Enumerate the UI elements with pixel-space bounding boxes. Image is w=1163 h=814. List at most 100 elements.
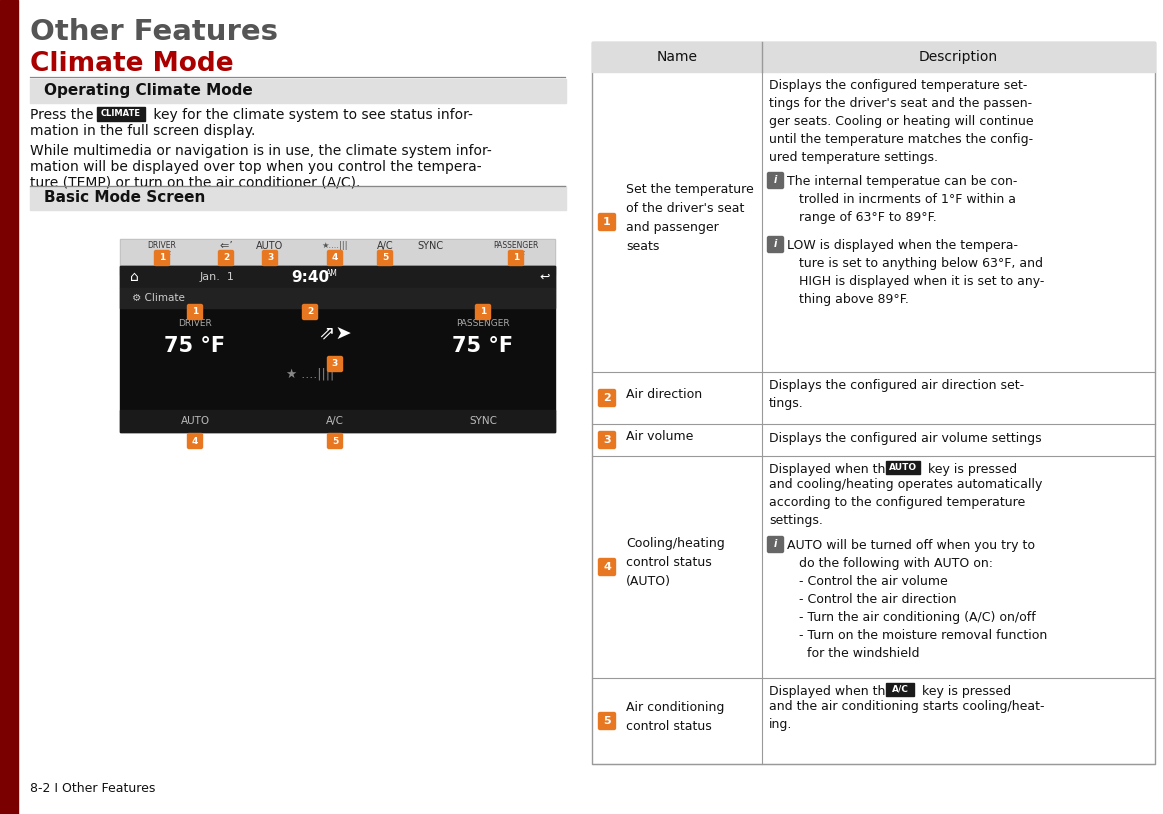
FancyBboxPatch shape	[328, 357, 342, 371]
Text: ⇐’⁠: ⇐’⁠	[220, 241, 233, 251]
Text: 1: 1	[513, 253, 519, 262]
Bar	[30, 186, 566, 210]
Bar	[120, 239, 555, 275]
Text: 5: 5	[381, 253, 388, 262]
Text: 2: 2	[307, 308, 313, 317]
Text: AUTO will be turned off when you try to
   do the following with AUTO on:
   - C: AUTO will be turned off when you try to …	[787, 539, 1047, 660]
Text: DRIVER: DRIVER	[178, 320, 212, 329]
FancyBboxPatch shape	[187, 434, 202, 449]
Text: Displayed when the: Displayed when the	[769, 685, 893, 698]
Bar	[97, 107, 145, 121]
Text: AM: AM	[326, 269, 338, 278]
Text: 5: 5	[604, 716, 611, 726]
Text: key is pressed: key is pressed	[923, 463, 1018, 476]
Text: Displays the configured air direction set-
tings.: Displays the configured air direction se…	[769, 379, 1025, 410]
Text: Air volume: Air volume	[626, 430, 693, 443]
Bar	[120, 266, 555, 432]
Text: Air conditioning
control status: Air conditioning control status	[626, 701, 725, 733]
Text: SYNC: SYNC	[418, 241, 443, 251]
Text: ★....|||: ★....|||	[322, 241, 348, 250]
Bar	[30, 79, 566, 103]
Text: 2: 2	[223, 253, 229, 262]
Text: Displays the configured air volume settings: Displays the configured air volume setti…	[769, 432, 1042, 445]
FancyBboxPatch shape	[599, 558, 615, 575]
Text: mation will be displayed over top when you control the tempera-: mation will be displayed over top when y…	[30, 160, 481, 174]
Text: mation in the full screen display.: mation in the full screen display.	[30, 124, 256, 138]
Bar	[0, 0, 17, 814]
Text: 75 °F: 75 °F	[164, 336, 226, 356]
Text: 1: 1	[192, 308, 198, 317]
Text: Operating Climate Mode: Operating Climate Mode	[44, 84, 252, 98]
Text: Name: Name	[656, 50, 698, 64]
Text: 3: 3	[266, 253, 273, 262]
Text: Press the: Press the	[30, 108, 93, 122]
Bar	[121, 240, 554, 274]
Text: Other Features: Other Features	[30, 18, 278, 46]
Text: A/C: A/C	[326, 416, 344, 426]
Text: ture (TEMP) or turn on the air conditioner (A/C).: ture (TEMP) or turn on the air condition…	[30, 176, 361, 190]
Text: and the air conditioning starts cooling/heat-
ing.: and the air conditioning starts cooling/…	[769, 700, 1044, 731]
Bar	[120, 410, 555, 432]
Text: 4: 4	[331, 253, 338, 262]
Text: key is pressed: key is pressed	[918, 685, 1011, 698]
Text: 4: 4	[192, 436, 198, 445]
Text: The internal temperatue can be con-
   trolled in incrments of 1°F within a
   r: The internal temperatue can be con- trol…	[787, 175, 1018, 224]
Text: Air direction: Air direction	[626, 387, 702, 400]
Text: i: i	[773, 539, 777, 549]
Text: 5: 5	[331, 436, 338, 445]
FancyBboxPatch shape	[219, 251, 234, 265]
Text: PASSENGER: PASSENGER	[456, 320, 509, 329]
Text: A/C: A/C	[892, 685, 908, 694]
FancyBboxPatch shape	[302, 304, 317, 320]
Text: A/C: A/C	[377, 241, 393, 251]
FancyBboxPatch shape	[508, 251, 523, 265]
Text: 8-2 I Other Features: 8-2 I Other Features	[30, 782, 156, 795]
Text: 4: 4	[604, 562, 611, 572]
FancyBboxPatch shape	[378, 251, 392, 265]
Text: Description: Description	[919, 50, 998, 64]
Bar	[120, 288, 555, 308]
Text: Cooling/heating
control status
(AUTO): Cooling/heating control status (AUTO)	[626, 537, 725, 589]
Text: 1: 1	[480, 308, 486, 317]
Bar	[120, 266, 555, 288]
Text: ⌂: ⌂	[129, 270, 138, 284]
FancyBboxPatch shape	[599, 712, 615, 729]
FancyBboxPatch shape	[599, 431, 615, 449]
Text: 1: 1	[604, 217, 611, 227]
FancyBboxPatch shape	[599, 390, 615, 406]
Text: key for the climate system to see status infor-: key for the climate system to see status…	[149, 108, 473, 122]
Text: 75 °F: 75 °F	[452, 336, 514, 356]
Bar	[592, 42, 1155, 764]
Text: DRIVER
75°F: DRIVER 75°F	[148, 241, 177, 260]
Text: 3: 3	[604, 435, 611, 445]
Text: AUTO: AUTO	[256, 241, 284, 251]
Bar	[592, 42, 1155, 72]
FancyBboxPatch shape	[768, 536, 784, 553]
Text: AUTO: AUTO	[180, 416, 209, 426]
Text: 3: 3	[331, 360, 338, 369]
FancyBboxPatch shape	[768, 173, 784, 189]
FancyBboxPatch shape	[768, 237, 784, 252]
Text: i: i	[773, 239, 777, 249]
Text: and cooling/heating operates automatically
according to the configured temperatu: and cooling/heating operates automatical…	[769, 478, 1042, 527]
Text: SYNC: SYNC	[469, 416, 497, 426]
Text: i: i	[773, 175, 777, 185]
Text: Displayed when the: Displayed when the	[769, 463, 893, 476]
FancyBboxPatch shape	[263, 251, 278, 265]
Text: LOW is displayed when the tempera-
   ture is set to anything below 63°F, and
  : LOW is displayed when the tempera- ture …	[787, 239, 1044, 306]
Text: Set the temperature
of the driver's seat
and passenger
seats: Set the temperature of the driver's seat…	[626, 183, 754, 253]
Text: ⚙ Climate: ⚙ Climate	[131, 293, 185, 303]
Text: Displays the configured temperature set-
tings for the driver's seat and the pas: Displays the configured temperature set-…	[769, 79, 1034, 164]
Text: 9:40: 9:40	[291, 269, 329, 285]
Text: 2: 2	[604, 393, 611, 403]
FancyBboxPatch shape	[328, 251, 342, 265]
Text: AUTO: AUTO	[889, 463, 918, 472]
FancyBboxPatch shape	[599, 213, 615, 230]
Text: ↩: ↩	[540, 270, 550, 283]
Text: Basic Mode Screen: Basic Mode Screen	[44, 190, 206, 205]
Text: ⇗⁠⁠➤: ⇗⁠⁠➤	[319, 325, 351, 344]
FancyBboxPatch shape	[155, 251, 170, 265]
Text: 1: 1	[159, 253, 165, 262]
Bar	[886, 683, 914, 696]
Text: PASSENGER
75°F: PASSENGER 75°F	[493, 241, 538, 260]
